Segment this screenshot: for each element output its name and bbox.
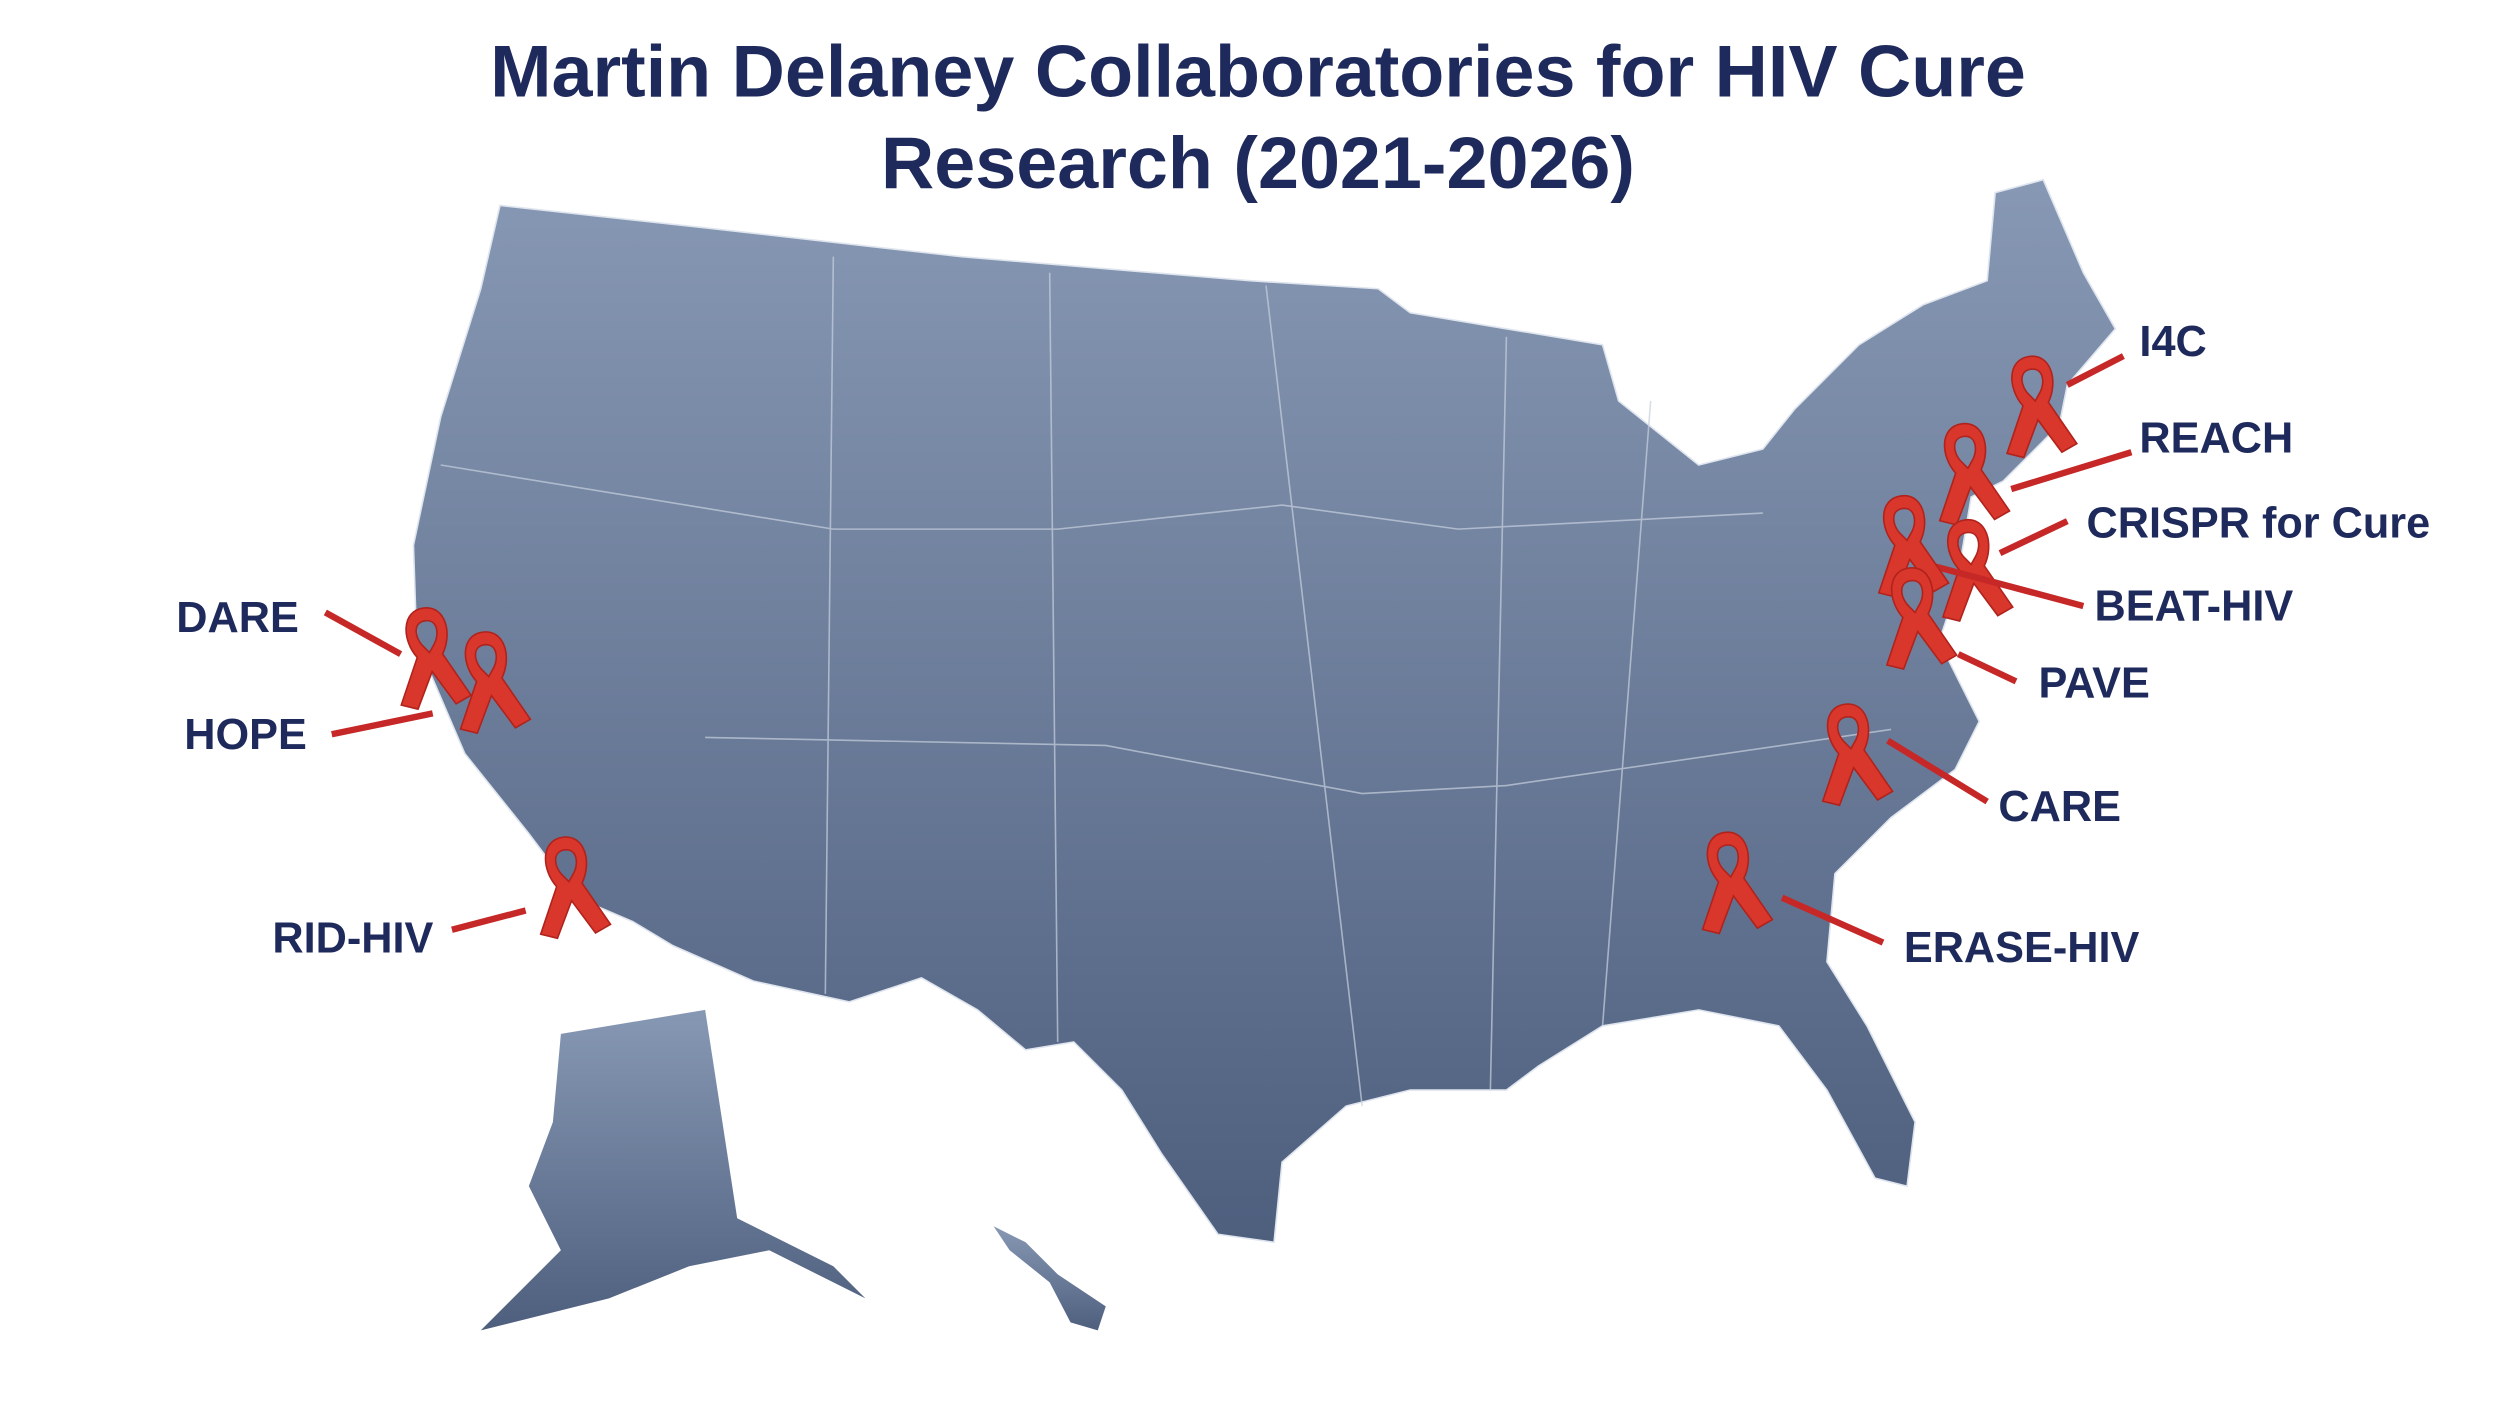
site-label: REACH: [2139, 414, 2293, 462]
site-label: DARE: [176, 594, 299, 642]
site-label: BEAT-HIV: [2095, 583, 2294, 631]
leader-line: [1886, 737, 1989, 805]
title-line: Martin Delaney Collaboratories for HIV C…: [490, 29, 2026, 112]
hawaii: [993, 1226, 1106, 1331]
leader-line: [451, 907, 527, 933]
state-borders: [440, 256, 1892, 1107]
site-label: CARE: [1998, 783, 2121, 831]
site-label: HOPE: [184, 711, 307, 759]
site-label: CRISPR for Cure: [2087, 499, 2431, 547]
us-mainland: [412, 178, 2117, 1244]
leader-line: [331, 710, 434, 738]
leader-line: [323, 609, 403, 657]
leader-line: [1998, 518, 2069, 557]
leader-line: [1956, 651, 2018, 685]
title-line: Research (2021-2026): [881, 121, 1635, 204]
site-label: RID-HIV: [272, 914, 433, 962]
leader-line: [1914, 558, 2085, 610]
leader-line: [2065, 353, 2125, 388]
leader-line: [1780, 894, 1885, 946]
alaska: [480, 1009, 866, 1331]
site-label: I4C: [2139, 318, 2206, 366]
site-label: PAVE: [2038, 660, 2149, 708]
sites: I4C REACH CRISPR for Cure BEAT-HIV PAVE CARE E…: [176, 318, 2430, 972]
leader-line: [2010, 449, 2133, 493]
site-label: ERASE-HIV: [1904, 924, 2140, 972]
